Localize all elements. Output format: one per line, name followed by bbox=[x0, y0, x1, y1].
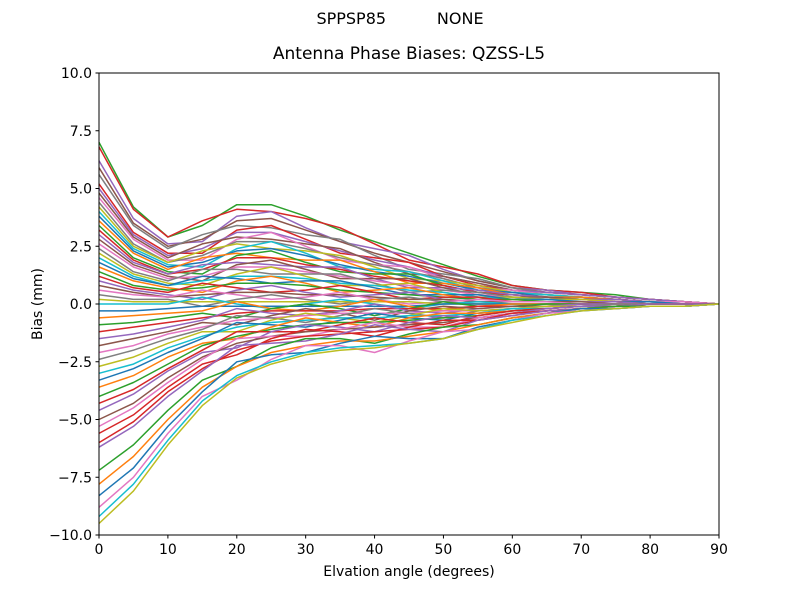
x-tick-label: 30 bbox=[297, 542, 315, 558]
figure-suptitle: SPPSP85 NONE bbox=[316, 9, 484, 28]
y-tick-label: 10.0 bbox=[61, 66, 92, 82]
series-line-54 bbox=[98, 303, 720, 485]
y-tick-label: −2.5 bbox=[58, 355, 92, 371]
x-tick-label: 0 bbox=[95, 542, 104, 558]
x-tick-label: 40 bbox=[366, 542, 384, 558]
series-line-40 bbox=[98, 303, 719, 361]
series-line-53 bbox=[98, 303, 720, 471]
y-tick-label: 7.5 bbox=[70, 124, 92, 140]
axes-title: Antenna Phase Biases: QZSS-L5 bbox=[272, 44, 546, 64]
x-axis-label: Elvation angle (degrees) bbox=[323, 564, 495, 580]
series-line-27 bbox=[98, 280, 719, 305]
series-line-50 bbox=[98, 303, 720, 435]
series-line-58 bbox=[98, 303, 720, 525]
y-tick-label: −5.0 bbox=[58, 413, 92, 429]
x-tick-label: 60 bbox=[503, 542, 521, 558]
series-line-01 bbox=[98, 141, 720, 305]
y-tick-label: 5.0 bbox=[70, 182, 92, 198]
x-tick-label: 10 bbox=[159, 542, 177, 558]
y-tick-label: 2.5 bbox=[70, 239, 92, 255]
x-tick-label: 50 bbox=[435, 542, 453, 558]
y-tick-label: −7.5 bbox=[58, 470, 92, 486]
y-tick-label: −10.0 bbox=[49, 528, 92, 544]
x-tick-label: 90 bbox=[710, 542, 728, 558]
x-tick-label: 20 bbox=[228, 542, 246, 558]
x-tick-label: 80 bbox=[641, 542, 659, 558]
x-tick-label: 70 bbox=[572, 542, 590, 558]
y-axis-label: Bias (mm) bbox=[30, 267, 46, 341]
y-tick-label: 0.0 bbox=[70, 297, 92, 313]
